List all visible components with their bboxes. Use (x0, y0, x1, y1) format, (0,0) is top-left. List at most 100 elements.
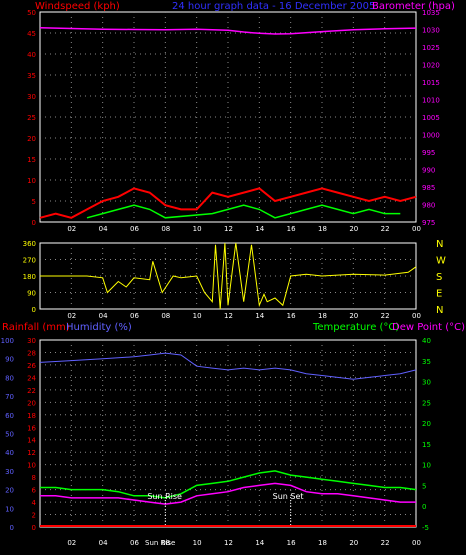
humidity-y-tick: 70 (5, 393, 14, 401)
rain-y-tick: 0 (32, 524, 36, 532)
x-tick-label: 22 (381, 312, 390, 320)
x-tick-label: 14 (255, 225, 264, 233)
rain-y-tick: 26 (27, 362, 36, 370)
x-tick-label: 16 (287, 539, 296, 547)
baro-y-tick: 1025 (422, 44, 440, 52)
temp-y-tick: 5 (422, 482, 426, 490)
baro-y-tick: 990 (422, 167, 435, 175)
wind-y-tick: 20 (27, 135, 36, 143)
compass-label: N (436, 239, 443, 250)
gust-line (86, 204, 401, 219)
rain-y-tick: 8 (32, 474, 36, 482)
dir-y-tick: 90 (27, 290, 36, 298)
x-tick-label: 02 (67, 539, 76, 547)
baro-y-tick: 1020 (422, 62, 440, 70)
rain-y-tick: 18 (27, 412, 36, 420)
x-tick-label: 02 (67, 225, 76, 233)
x-tick-label: 20 (349, 539, 358, 547)
wind-direction-line (40, 242, 417, 310)
x-tick-label: 08 (161, 539, 170, 547)
temp-y-tick: -5 (422, 524, 429, 532)
temp-y-tick: 10 (422, 462, 431, 470)
x-tick-label: 04 (99, 312, 108, 320)
x-tick-label: 22 (381, 225, 390, 233)
x-tick-label: 04 (99, 539, 108, 547)
x-tick-label: 18 (318, 539, 327, 547)
temp-y-tick: 40 (422, 337, 431, 345)
x-tick-label: 00 (412, 539, 421, 547)
humidity-y-tick: 30 (5, 468, 14, 476)
rain-y-tick: 4 (32, 499, 37, 507)
x-tick-label: 16 (287, 312, 296, 320)
x-tick-label: 20 (349, 312, 358, 320)
rain-humidity-temp-panel: 0102030405060708090100024681012141618202… (1, 337, 431, 547)
compass-label: W (436, 256, 446, 267)
x-tick-label: 08 (161, 225, 170, 233)
baro-y-tick: 1015 (422, 79, 440, 87)
wind-y-tick: 35 (27, 72, 36, 80)
compass-label: N (436, 305, 443, 316)
x-tick-label: 22 (381, 539, 390, 547)
x-tick-label: 00 (412, 312, 421, 320)
baro-axis-title: Barometer (hpa) (372, 1, 455, 12)
x-tick-label: 14 (255, 539, 264, 547)
compass-label: E (436, 289, 442, 300)
wind-y-tick: 10 (27, 177, 36, 185)
wind-y-tick: 5 (32, 198, 36, 206)
rain-y-tick: 12 (27, 449, 36, 457)
wind-y-tick: 45 (27, 30, 36, 38)
temp-y-tick: 0 (422, 503, 426, 511)
x-tick-label: 12 (224, 539, 233, 547)
x-tick-label: 00 (412, 225, 421, 233)
barometer-line (39, 27, 417, 35)
rain-y-tick: 10 (27, 462, 36, 470)
baro-y-tick: 985 (422, 184, 435, 192)
dir-y-tick: 270 (23, 257, 36, 265)
dewpoint-axis-title: Dew Point (°C) (392, 322, 465, 333)
baro-y-tick: 1005 (422, 114, 440, 122)
x-tick-label: 02 (67, 312, 76, 320)
wind-y-tick: 25 (27, 114, 36, 122)
humidity-y-tick: 90 (5, 356, 14, 364)
baro-y-tick: 1010 (422, 97, 440, 105)
humidity-axis-title: Humidity (%) (66, 322, 132, 333)
windspeed-line (39, 187, 417, 219)
sunset-label: Sun Set (273, 492, 304, 501)
wind-axis-title: Windspeed (kph) (35, 1, 120, 12)
compass-label: S (436, 272, 442, 283)
x-tick-label: 10 (193, 312, 202, 320)
x-tick-label: 06 (130, 225, 139, 233)
x-tick-label: 14 (255, 312, 264, 320)
wind-y-tick: 30 (27, 93, 36, 101)
baro-y-tick: 1000 (422, 132, 440, 140)
dewpoint-line (40, 482, 416, 505)
rain-axis-title: Rainfall (mm) (2, 322, 70, 333)
sunrise-label: Sun Rise (147, 492, 182, 501)
humidity-y-tick: 0 (10, 524, 14, 532)
x-tick-label: 12 (224, 225, 233, 233)
humidity-y-tick: 80 (5, 374, 14, 382)
humidity-line (39, 352, 417, 380)
x-tick-label: 10 (193, 225, 202, 233)
temp-axis-title: Temperature (°C) (312, 322, 399, 333)
baro-y-tick: 1030 (422, 27, 440, 35)
humidity-y-tick: 50 (5, 431, 14, 439)
rain-y-tick: 24 (27, 374, 36, 382)
dir-y-tick: 360 (23, 240, 36, 248)
temperature-line (40, 470, 417, 499)
x-tick-label: 18 (318, 225, 327, 233)
baro-y-tick: 995 (422, 149, 435, 157)
x-tick-label: 12 (224, 312, 233, 320)
x-tick-label: 06 (130, 312, 139, 320)
x-tick-label: 20 (349, 225, 358, 233)
x-tick-label: 16 (287, 225, 296, 233)
humidity-y-tick: 100 (1, 337, 14, 345)
rain-y-tick: 28 (27, 349, 36, 357)
temp-y-tick: 30 (422, 379, 431, 387)
dir-y-tick: 0 (32, 306, 36, 314)
temp-y-tick: 15 (422, 441, 431, 449)
humidity-y-tick: 20 (5, 487, 14, 495)
rain-y-tick: 22 (27, 387, 36, 395)
